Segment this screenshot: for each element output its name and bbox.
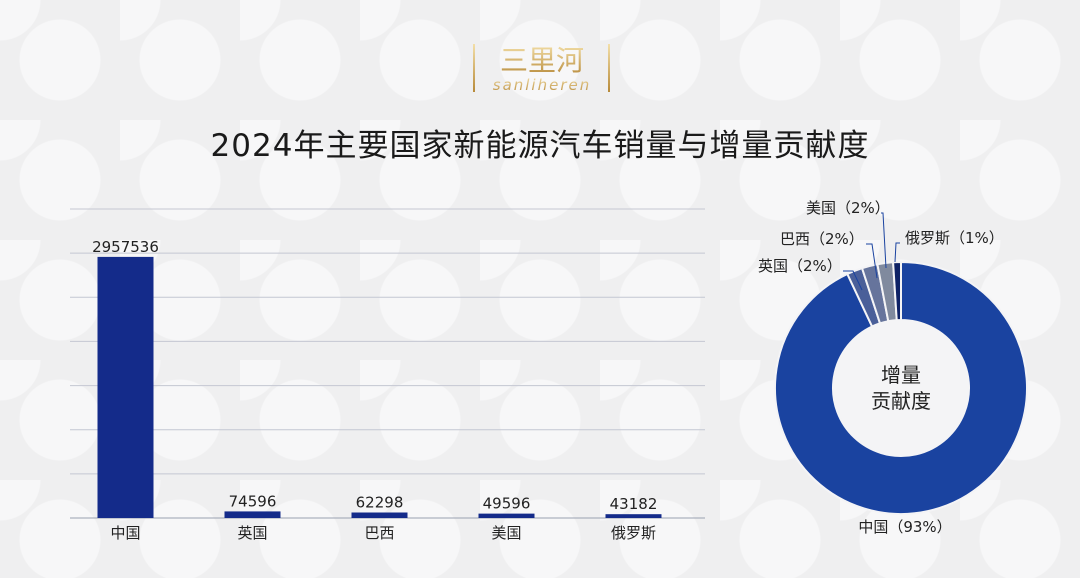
data-label: 49596 bbox=[483, 495, 531, 513]
data-label: 2957536 bbox=[92, 238, 159, 256]
bar-巴西 bbox=[351, 512, 408, 518]
leader-line bbox=[843, 270, 863, 291]
pie-slice bbox=[774, 260, 1028, 515]
pie-label: 美国（2%） bbox=[806, 199, 890, 217]
x-tick-label: 中国 bbox=[110, 524, 140, 542]
bar-中国 bbox=[97, 256, 154, 518]
pie-label: 巴西（2%） bbox=[780, 230, 864, 248]
leader-line bbox=[894, 242, 900, 263]
leader-line bbox=[881, 212, 887, 269]
data-label: 74596 bbox=[229, 492, 277, 510]
bar-美国 bbox=[478, 513, 535, 518]
x-tick-label: 美国 bbox=[491, 524, 521, 542]
x-tick-label: 巴西 bbox=[364, 524, 394, 542]
logo-cn: 三里河 bbox=[500, 44, 584, 77]
donut-hole bbox=[834, 321, 968, 455]
center-label: 增量 bbox=[881, 363, 921, 387]
pie-label: 英国（2%） bbox=[758, 257, 842, 275]
bar-英国 bbox=[224, 511, 281, 518]
data-label: 43182 bbox=[610, 495, 658, 513]
logo-en: sanliheren bbox=[493, 76, 592, 94]
pie-label: 俄罗斯（1%） bbox=[905, 229, 1004, 247]
bar-俄罗斯 bbox=[605, 514, 662, 518]
center-label: 贡献度 bbox=[871, 389, 931, 413]
x-tick-label: 俄罗斯 bbox=[611, 524, 656, 542]
chart-title: 2024年主要国家新能源汽车销量与增量贡献度 bbox=[210, 128, 870, 164]
pie-slice bbox=[892, 260, 902, 322]
data-label: 62298 bbox=[356, 493, 404, 511]
sanliheren-logo: 三里河 sanliheren bbox=[472, 40, 612, 96]
leader-line bbox=[866, 243, 878, 279]
x-tick-label: 英国 bbox=[237, 524, 267, 542]
pie-label: 中国（93%） bbox=[858, 518, 951, 536]
